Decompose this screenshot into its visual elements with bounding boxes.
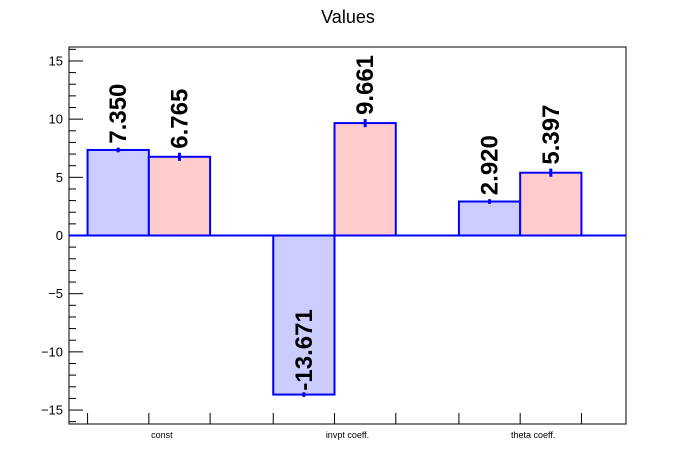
data-label: 7.350 [105,84,132,144]
bar [519,171,583,237]
data-labels: 7.350 -13.671 2.920 6.765 9.661 5.397 [105,55,565,391]
bars [86,119,583,397]
data-label: 9.661 [352,55,379,115]
chart-title: Values [321,7,375,27]
y-axis: −15 −10 −5 0 5 10 15 [41,48,83,423]
data-label: 2.920 [477,135,504,195]
x-axis: const invpt coeff. theta coeff. [87,413,582,440]
data-label: 6.765 [166,89,193,149]
bar [86,148,150,237]
y-tick-label: 15 [49,53,63,68]
y-tick-label: −15 [41,403,63,418]
data-label: -13.671 [291,309,318,390]
data-label: 5.397 [538,105,565,165]
y-tick-label: 5 [56,170,63,185]
bar [333,122,397,237]
bar [147,155,212,237]
y-tick-label: 0 [56,228,63,243]
x-category-label: theta coeff. [511,430,555,440]
y-tick-label: −10 [41,344,63,359]
bar [457,200,522,237]
x-category-label: const [151,430,173,440]
x-category-label: invpt coeff. [326,430,369,440]
y-tick-label: 10 [49,112,63,127]
y-tick-label: −5 [48,286,63,301]
